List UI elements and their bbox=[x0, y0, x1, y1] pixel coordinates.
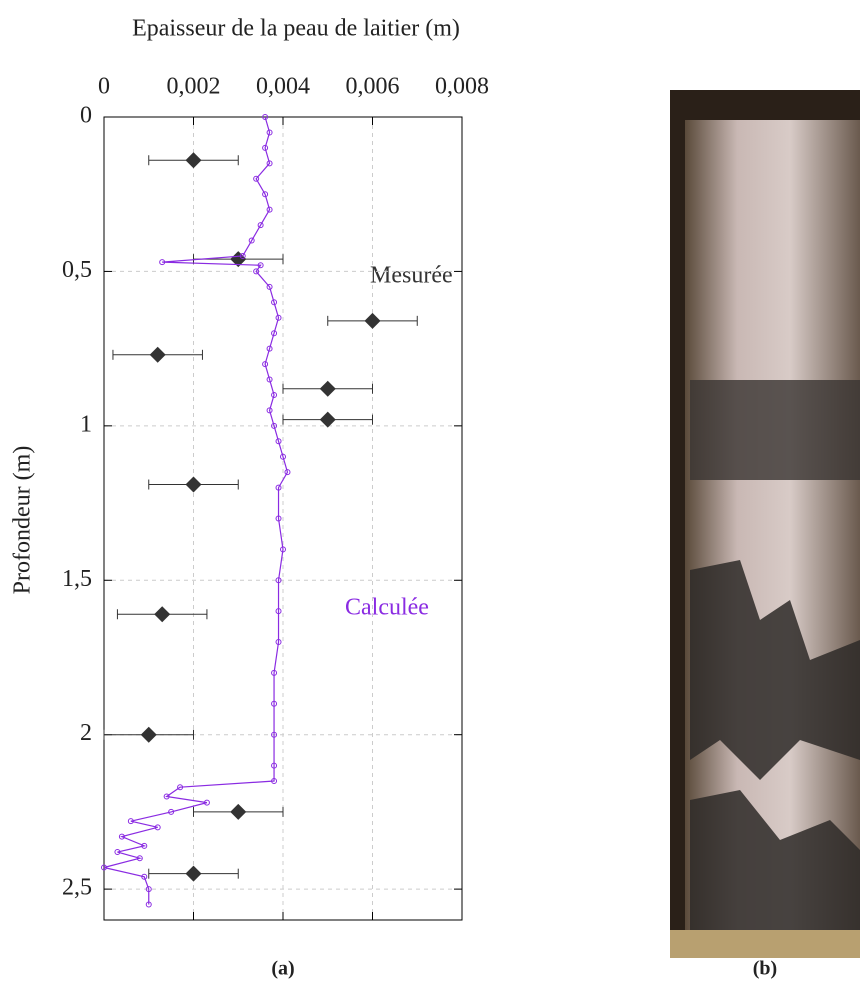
calc-point bbox=[101, 864, 107, 871]
y-tick-label: 0 bbox=[80, 103, 92, 129]
calc-point bbox=[266, 345, 273, 352]
calc-point bbox=[275, 484, 282, 491]
calc-point bbox=[266, 283, 273, 290]
calc-point bbox=[127, 818, 134, 825]
calc-point bbox=[262, 191, 269, 198]
calc-point bbox=[271, 422, 278, 429]
calc-point bbox=[275, 639, 282, 646]
plot-frame bbox=[103, 116, 463, 921]
calc-point bbox=[145, 901, 152, 908]
calc-point bbox=[275, 608, 282, 615]
calc-point bbox=[118, 833, 125, 840]
calc-point bbox=[141, 842, 148, 849]
calc-point bbox=[253, 175, 260, 182]
x-tick-label: 0 bbox=[98, 74, 110, 100]
calc-point bbox=[275, 515, 282, 522]
calc-point bbox=[253, 268, 260, 275]
y-tick-label: 2 bbox=[80, 720, 92, 746]
photo bbox=[670, 90, 860, 958]
calc-point bbox=[114, 849, 121, 856]
calc-point bbox=[271, 330, 278, 337]
calc-point bbox=[262, 144, 269, 151]
x-tick-label: 0,002 bbox=[167, 74, 221, 100]
calc-point bbox=[271, 731, 278, 738]
data-point bbox=[149, 346, 166, 363]
data-point bbox=[185, 476, 202, 493]
y-tick-label: 1,5 bbox=[62, 566, 92, 592]
calc-point bbox=[266, 407, 273, 414]
calc-point bbox=[266, 160, 273, 167]
annotation: Mesurée bbox=[370, 263, 453, 289]
calc-point bbox=[266, 376, 273, 383]
data-point bbox=[230, 803, 247, 820]
x-axis-title: Epaisseur de la peau de laitier (m) bbox=[132, 16, 460, 42]
calc-point bbox=[271, 391, 278, 398]
calc-point bbox=[145, 886, 152, 893]
data-point bbox=[185, 865, 202, 882]
calc-point bbox=[154, 824, 161, 831]
calc-point bbox=[275, 314, 282, 321]
calc-point bbox=[266, 206, 273, 213]
calc-point bbox=[257, 222, 264, 229]
x-tick-label: 0,006 bbox=[346, 74, 400, 100]
data-point bbox=[154, 606, 171, 623]
caption: (a) bbox=[271, 958, 294, 980]
data-point bbox=[140, 726, 157, 743]
calc-point bbox=[262, 361, 269, 368]
calc-point bbox=[271, 778, 278, 785]
calc-point bbox=[248, 237, 255, 244]
data-point bbox=[319, 411, 336, 428]
data-point bbox=[185, 152, 202, 169]
calc-point bbox=[136, 855, 143, 862]
calc-point bbox=[266, 129, 273, 136]
caption: (b) bbox=[753, 958, 777, 980]
calc-point bbox=[163, 793, 170, 800]
calc-point bbox=[271, 700, 278, 707]
y-tick-label: 2,5 bbox=[62, 875, 92, 901]
calc-point bbox=[275, 577, 282, 584]
calc-point bbox=[203, 799, 210, 806]
calc-point bbox=[280, 546, 286, 553]
data-point bbox=[319, 380, 336, 397]
calc-point bbox=[271, 762, 278, 769]
plot: 0 0,002 0,004 0,006 0,008 0 0,5 1 1,5 2 2,5 bbox=[62, 74, 489, 921]
calc-point bbox=[177, 784, 184, 791]
calc-point bbox=[239, 252, 246, 259]
calc-point bbox=[141, 873, 148, 880]
calc-point bbox=[280, 453, 286, 460]
calc-line bbox=[103, 116, 289, 905]
y-tick-label: 1 bbox=[80, 411, 92, 437]
calc-point bbox=[271, 669, 278, 676]
calc-point bbox=[168, 808, 175, 815]
y-axis-title: Profondeur (m) bbox=[10, 446, 36, 595]
y-tick-label: 0,5 bbox=[62, 257, 92, 283]
calc-point bbox=[275, 438, 282, 445]
x-tick-label: 0,004 bbox=[256, 74, 310, 100]
data-point bbox=[364, 312, 381, 329]
calc-point bbox=[284, 469, 291, 476]
calc-point bbox=[257, 262, 264, 269]
data-point bbox=[230, 251, 247, 268]
annotation: Calculée bbox=[345, 595, 429, 621]
x-tick-label: 0,008 bbox=[435, 74, 489, 100]
calc-point bbox=[159, 259, 166, 266]
calc-point bbox=[271, 299, 278, 306]
calc-point bbox=[262, 114, 269, 120]
